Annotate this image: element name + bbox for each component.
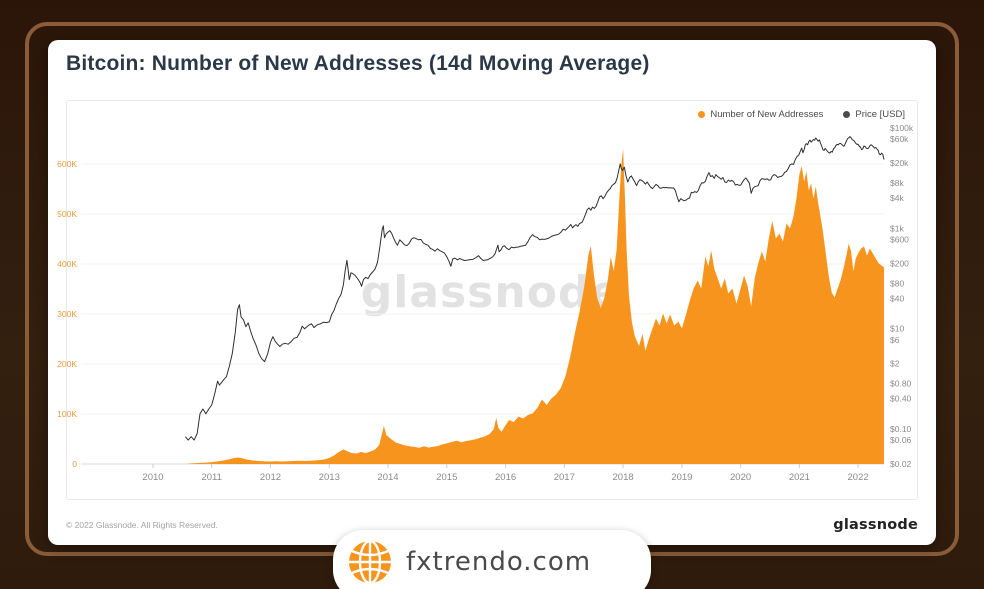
gray-dot-icon (843, 111, 851, 118)
chart-plot[interactable]: 2010 2011 2012 2013 2014 2015 2016 2017 2018 2019… (57, 101, 919, 501)
right-axis-label: $10 (890, 324, 904, 334)
right-axis-label: $0.02 (890, 459, 912, 469)
legend-label-price: Price [USD] (855, 109, 905, 120)
right-axis-label: $20k (890, 158, 909, 168)
chart-legend: Number of New Addresses Price [USD] (698, 109, 905, 120)
right-axis-label: $0.06 (890, 435, 912, 445)
x-tick-label: 2011 (201, 472, 221, 483)
chart-panel: Number of New Addresses Price [USD] glas… (57, 100, 919, 501)
left-axis-label: 0 (72, 459, 77, 469)
left-axis-label: 100K (57, 409, 77, 419)
page-title: Bitcoin: Number of New Addresses (14d Mo… (66, 52, 650, 75)
right-axis-label: $8k (890, 178, 904, 188)
glassnode-logo[interactable]: glassnode (833, 517, 918, 533)
price-line (184, 136, 885, 441)
right-axis-label: $60k (890, 134, 909, 144)
right-axis-label: $600 (890, 234, 909, 244)
orange-dot-icon (698, 111, 706, 118)
x-tick-label: 2016 (495, 472, 516, 483)
right-axis-label: $80 (890, 278, 904, 288)
legend-item-new-addresses[interactable]: Number of New Addresses (698, 109, 823, 120)
chart-card: Bitcoin: Number of New Addresses (14d Mo… (48, 40, 936, 545)
left-axis-label: 400K (57, 259, 77, 269)
right-axis-label: $0.80 (890, 379, 912, 389)
right-axis-label: $100k (890, 123, 914, 133)
right-axis-label: $4k (890, 193, 904, 203)
left-axis-label: 200K (57, 359, 77, 369)
badge-text: fxtrendo.com (406, 547, 592, 577)
copyright-text: © 2022 Glassnode. All Rights Reserved. (66, 520, 218, 530)
x-tick-label: 2015 (436, 472, 457, 483)
right-axis-label: $6 (890, 335, 900, 345)
right-axis-label: $1k (890, 223, 904, 233)
x-tick-label: 2019 (671, 472, 692, 483)
globe-icon (349, 539, 391, 585)
x-tick-label: 2017 (554, 472, 575, 483)
left-axis-label: 600K (57, 159, 77, 169)
x-tick-label: 2010 (142, 472, 163, 483)
right-axis-label: $2 (890, 359, 900, 369)
right-axis-label: $200 (890, 258, 909, 268)
addresses-area (188, 149, 884, 464)
x-tick-label: 2018 (613, 472, 634, 483)
x-tick-label: 2014 (377, 472, 398, 483)
x-tick-label: 2021 (789, 472, 810, 483)
fxtrendo-badge[interactable]: fxtrendo.com (333, 530, 651, 589)
card-footer: © 2022 Glassnode. All Rights Reserved. g… (66, 517, 918, 533)
x-tick-label: 2012 (260, 472, 281, 483)
right-axis-label: $40 (890, 293, 904, 303)
x-tick-label: 2022 (848, 472, 869, 483)
right-axis-label: $0.10 (890, 424, 912, 434)
legend-label-new-addresses: Number of New Addresses (710, 109, 824, 120)
right-axis-label: $0.40 (890, 394, 912, 404)
x-tick-label: 2013 (319, 472, 340, 483)
left-axis-label: 300K (57, 309, 77, 319)
legend-item-price[interactable]: Price [USD] (843, 109, 905, 120)
left-axis-label: 500K (57, 209, 77, 219)
x-tick-label: 2020 (730, 472, 751, 483)
glassnode-watermark: glassnode (360, 267, 622, 318)
